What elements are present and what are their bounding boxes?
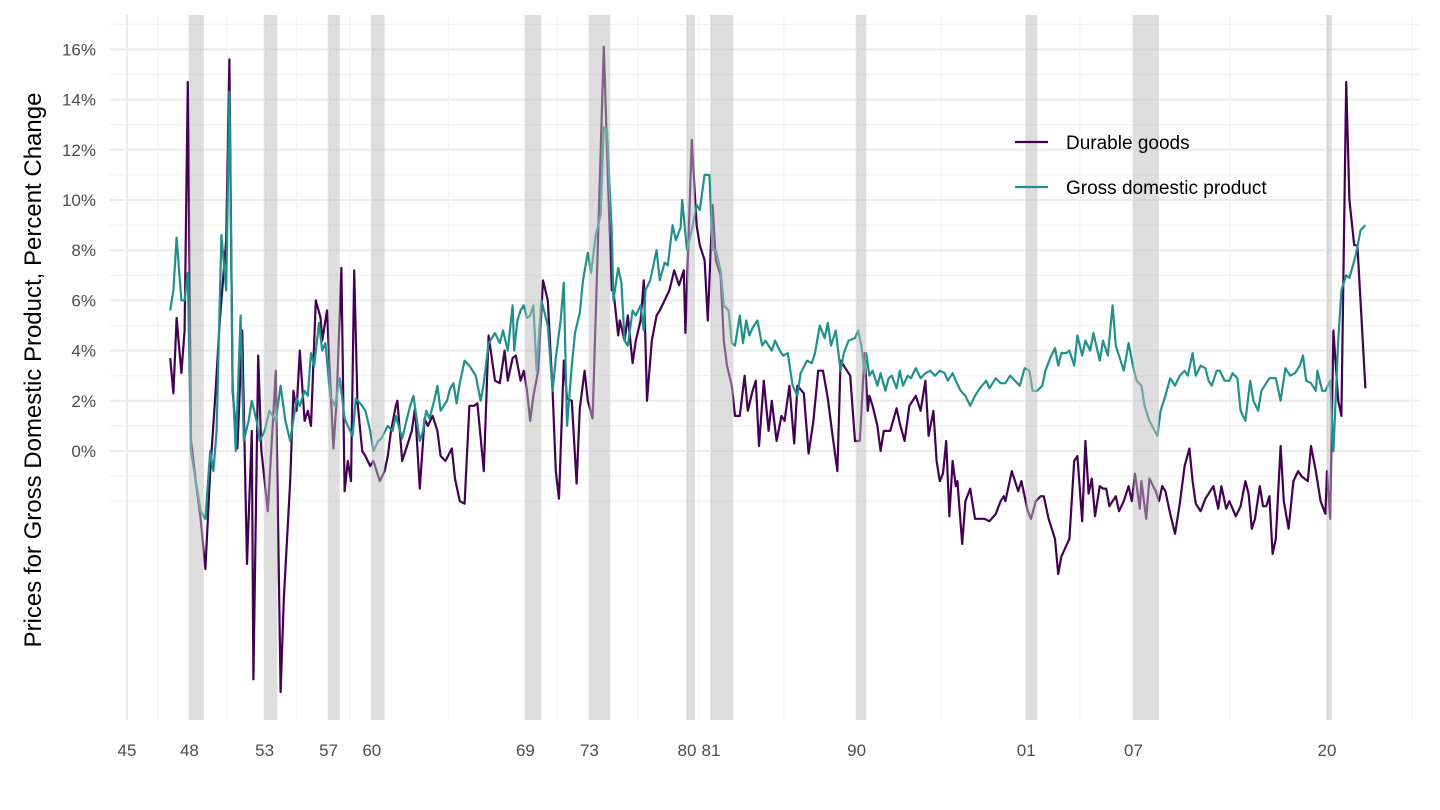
recession-bar	[328, 15, 340, 720]
series-line-gdp	[169, 91, 1367, 520]
y-tick-label: 6%	[71, 291, 96, 310]
x-tick-label: 80	[678, 741, 697, 760]
y-tick-label: 2%	[71, 392, 96, 411]
x-tick-label: 45	[118, 741, 137, 760]
recession-bar	[1026, 15, 1038, 720]
legend-label: Gross domestic product	[1066, 178, 1267, 199]
series-lines	[169, 45, 1367, 694]
y-tick-label: 12%	[62, 141, 96, 160]
recession-bar	[687, 15, 695, 720]
recession-bar	[525, 15, 542, 720]
recession-bar	[1133, 15, 1159, 720]
y-tick-label: 8%	[71, 241, 96, 260]
y-tick-label: 14%	[62, 91, 96, 110]
recession-bar	[856, 15, 867, 720]
gridlines	[110, 15, 1420, 720]
recession-bar	[711, 15, 734, 720]
recession-shading	[189, 15, 1332, 720]
recession-bar	[371, 15, 385, 720]
x-tick-label: 20	[1318, 741, 1337, 760]
x-axis-ticks: 45 48 53 57 60 69 73 80 81 90 01 07 20	[118, 741, 1337, 760]
y-axis-ticks: 0% 2% 4% 6% 8% 10% 12% 14% 16%	[62, 40, 96, 461]
x-tick-label: 57	[319, 741, 338, 760]
legend-label: Durable goods	[1066, 133, 1190, 154]
y-tick-label: 4%	[71, 342, 96, 361]
x-tick-label: 01	[1017, 741, 1036, 760]
recession-bar	[589, 15, 611, 720]
x-tick-label: 90	[847, 741, 866, 760]
x-tick-label: 81	[702, 741, 721, 760]
recession-bar	[264, 15, 278, 720]
y-tick-label: 0%	[71, 442, 96, 461]
x-tick-label: 73	[580, 741, 599, 760]
x-tick-label: 07	[1124, 741, 1143, 760]
x-tick-label: 53	[255, 741, 274, 760]
series-line-durable-goods	[169, 45, 1367, 694]
y-tick-label: 10%	[62, 191, 96, 210]
x-tick-label: 69	[516, 741, 535, 760]
recession-bar	[189, 15, 204, 720]
y-tick-label: 16%	[62, 40, 96, 59]
x-tick-label: 48	[180, 741, 199, 760]
y-axis-title: Prices for Gross Domestic Product, Perce…	[20, 93, 47, 648]
legend: Durable goods Gross domestic product	[1015, 133, 1267, 199]
recession-bar	[1327, 15, 1332, 720]
x-tick-label: 60	[362, 741, 381, 760]
